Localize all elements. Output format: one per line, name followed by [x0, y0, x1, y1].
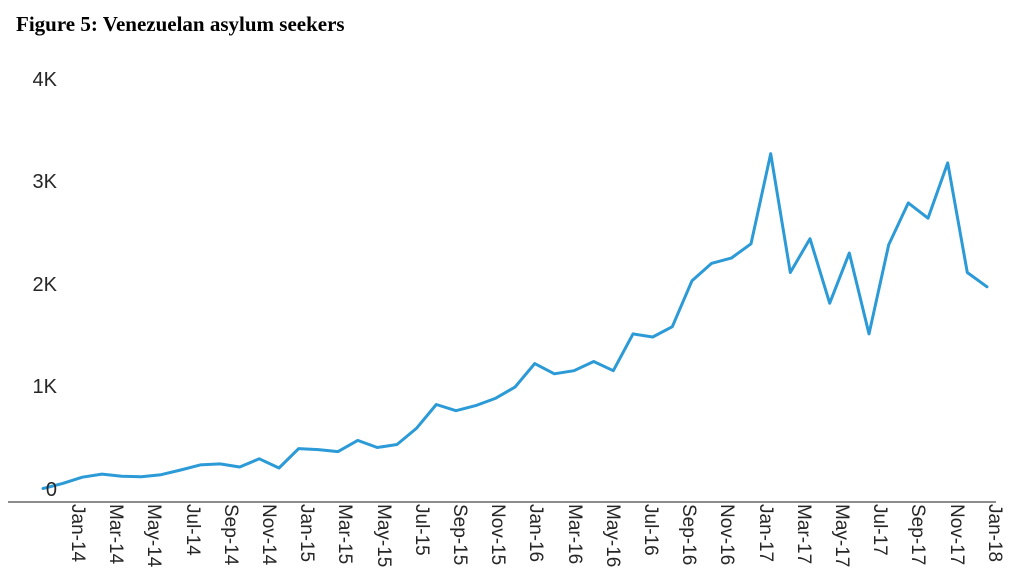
- x-tick-label: May-16: [602, 504, 623, 568]
- line-chart: 0 1K 2K 3K 4K Jan-14 Mar-14 May-14 Jul-14 Sep-14…: [8, 69, 1005, 567]
- y-tick-label: 1K: [32, 376, 57, 398]
- x-tick-label: Jan-16: [525, 504, 546, 563]
- x-tick-label: May-14: [143, 504, 164, 568]
- x-tick-label: Nov-15: [487, 504, 508, 566]
- x-tick-label: Jan-18: [984, 504, 1005, 563]
- x-tick-label: Mar-15: [334, 504, 355, 565]
- series-line: [41, 152, 989, 490]
- x-tick-label: Jan-15: [296, 504, 317, 563]
- x-tick-label: Jul-14: [182, 504, 203, 556]
- x-tick-label: Mar-16: [564, 504, 585, 565]
- y-tick-label: 3K: [32, 171, 57, 193]
- y-tick-label: 4K: [32, 69, 57, 91]
- x-tick-label: Jul-15: [411, 504, 432, 556]
- x-tick-label: May-15: [373, 504, 394, 568]
- chart-canvas: [8, 152, 996, 503]
- x-tick-label: Sep-16: [678, 504, 699, 566]
- x-tick-label: Sep-14: [220, 504, 241, 566]
- x-tick-label: Jan-14: [67, 504, 88, 563]
- x-tick-label: Nov-17: [946, 504, 967, 566]
- y-tick-label: 0: [45, 479, 57, 501]
- x-tick-label: Nov-14: [258, 504, 279, 566]
- x-tick-label: Sep-17: [907, 504, 928, 566]
- x-tick-label: May-17: [831, 504, 852, 568]
- y-tick-label: 2K: [32, 274, 57, 296]
- x-tick-label: Mar-17: [793, 504, 814, 565]
- x-tick-label: Jul-16: [640, 504, 661, 556]
- x-tick-label: Sep-15: [449, 504, 470, 566]
- x-tick-label: Jan-17: [755, 504, 776, 563]
- x-tick-label: Nov-16: [716, 504, 737, 566]
- x-tick-label: Jul-17: [869, 504, 890, 556]
- figure-title: Figure 5: Venezuelan asylum seekers: [16, 12, 345, 36]
- x-tick-label: Mar-14: [105, 504, 126, 565]
